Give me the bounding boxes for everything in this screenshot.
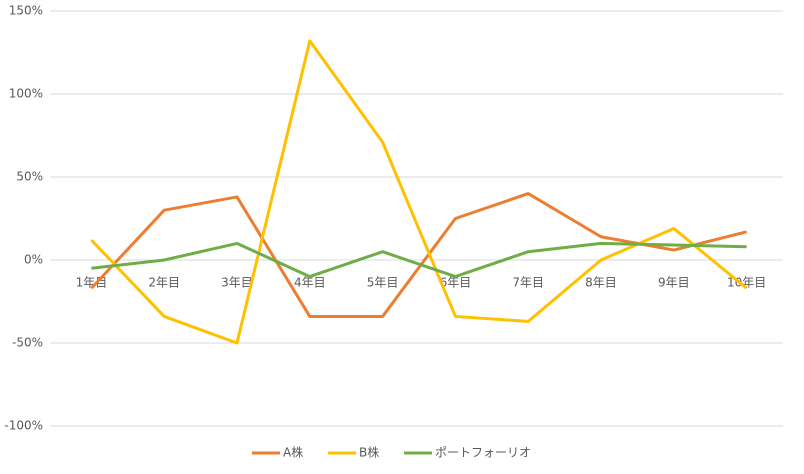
legend-label: B株 bbox=[359, 445, 379, 460]
x-tick-label: 8年目 bbox=[585, 276, 617, 290]
series-line bbox=[91, 241, 747, 279]
series-line bbox=[90, 39, 748, 345]
y-tick-label: 50% bbox=[16, 170, 43, 184]
y-tick-label: -100% bbox=[4, 419, 43, 433]
legend-label: ポートフォーリオ bbox=[435, 446, 531, 460]
y-tick-label: 100% bbox=[9, 87, 43, 101]
x-tick-label: 9年目 bbox=[658, 276, 690, 290]
y-tick-label: -50% bbox=[12, 336, 43, 350]
x-tick-label: 3年目 bbox=[221, 276, 253, 290]
y-tick-label: 0% bbox=[24, 253, 43, 267]
legend-label: A株 bbox=[283, 445, 303, 460]
x-tick-label: 4年目 bbox=[294, 276, 326, 290]
x-tick-label: 7年目 bbox=[512, 276, 544, 290]
x-tick-label: 2年目 bbox=[148, 276, 180, 290]
x-tick-label: 5年目 bbox=[367, 276, 399, 290]
x-tick-label: 6年目 bbox=[440, 276, 472, 290]
y-tick-label: 150% bbox=[9, 4, 43, 18]
